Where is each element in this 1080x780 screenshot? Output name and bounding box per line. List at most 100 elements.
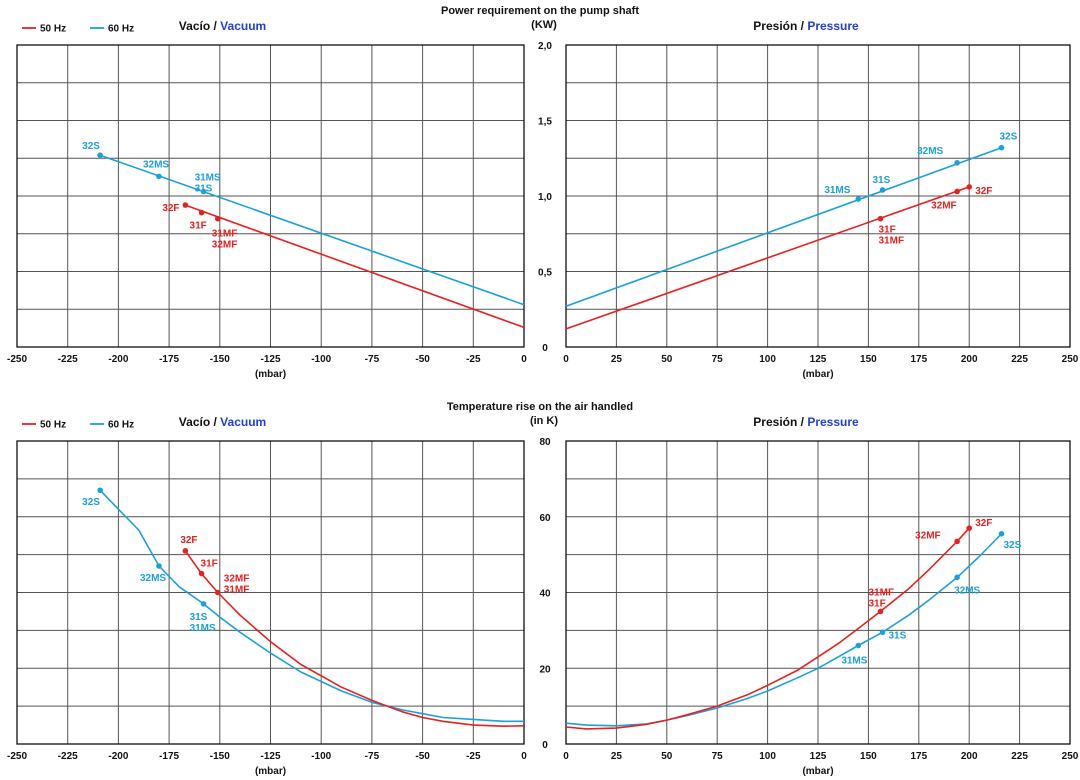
- point-label: 32MS: [954, 585, 980, 596]
- x-tick-label: 0: [521, 354, 527, 365]
- series-line-50hz: [185, 204, 525, 329]
- y-tick-label: 40: [539, 589, 551, 600]
- x-tick-label: -250: [7, 751, 27, 762]
- x-tick-label: 25: [611, 354, 623, 365]
- point-label: 31S: [190, 612, 208, 623]
- series-line-60hz: [565, 146, 1002, 307]
- point-label: 32S: [1003, 540, 1021, 551]
- chart-title: Temperature rise on the air handled: [447, 401, 633, 413]
- data-point: [200, 601, 207, 607]
- x-tick-label: -25: [466, 354, 481, 365]
- x-tick-label: 50: [661, 751, 673, 762]
- x-tick-label: -175: [159, 751, 179, 762]
- plot-frame: [16, 44, 525, 348]
- x-axis-label: (mbar): [802, 766, 833, 777]
- data-point: [877, 608, 884, 615]
- point-label: 31MS: [824, 185, 850, 196]
- x-tick-label: 0: [563, 751, 569, 762]
- x-tick-label: 200: [961, 751, 978, 762]
- point-label: 31MS: [190, 623, 216, 634]
- x-tick-label: -50: [415, 751, 430, 762]
- data-point: [214, 589, 221, 596]
- x-tick-label: 25: [611, 751, 623, 762]
- x-tick-label: -100: [311, 354, 331, 365]
- series-line-50hz: [565, 527, 970, 730]
- point-label: 31F: [868, 598, 885, 609]
- data-point: [855, 196, 862, 202]
- y-tick-label: 2,0: [538, 41, 552, 52]
- x-tick-label: 200: [961, 354, 978, 365]
- x-tick-label: -75: [365, 751, 380, 762]
- panel-title-es: Vacío: [179, 19, 210, 33]
- series-line-50hz: [565, 186, 970, 330]
- panel-title-sep: /: [797, 19, 807, 33]
- data-point: [200, 188, 207, 195]
- data-point: [998, 144, 1005, 151]
- point-label: 32MF: [212, 240, 238, 251]
- x-tick-label: 225: [1011, 354, 1028, 365]
- x-tick-label: -50: [415, 354, 430, 365]
- x-tick-label: -225: [58, 751, 78, 762]
- panel-title: Vacío / Vacuum: [179, 415, 266, 429]
- x-tick-label: 0: [563, 354, 569, 365]
- point-label: 32F: [975, 186, 992, 197]
- data-point: [954, 538, 960, 545]
- point-label: 31S: [873, 175, 891, 186]
- data-point: [954, 188, 960, 195]
- y-tick-label: 20: [539, 664, 551, 675]
- x-tick-label: 250: [1062, 354, 1079, 365]
- data-point: [998, 530, 1005, 537]
- panel-right: Presión / Pressure 0 25 50 75 100 125 150 175 200…: [563, 415, 1079, 777]
- data-point: [156, 563, 162, 569]
- x-tick-label: 175: [910, 354, 927, 365]
- chart-title: Power requirement on the pump shaft: [441, 5, 639, 17]
- data-point: [879, 629, 886, 636]
- data-point: [966, 184, 972, 190]
- panel-title: Presión / Pressure: [753, 19, 859, 33]
- point-label: 32MS: [140, 573, 166, 584]
- panel-title-sep: /: [210, 415, 220, 429]
- x-tick-label: 75: [712, 354, 724, 365]
- point-label: 31MF: [878, 236, 904, 247]
- x-tick-label: -250: [7, 354, 27, 365]
- x-tick-label: -150: [210, 354, 230, 365]
- point-label: 32F: [162, 203, 179, 214]
- x-tick-label: 125: [810, 751, 827, 762]
- panel-title-es: Vacío: [179, 415, 210, 429]
- panel-title-es: Presión: [753, 415, 797, 429]
- chart-1: Temperature rise on the air handled (in K…: [7, 401, 1079, 777]
- point-label: 32S: [82, 497, 100, 508]
- point-label: 31F: [201, 559, 218, 570]
- x-tick-label: -200: [108, 354, 128, 365]
- x-tick-label: -200: [108, 751, 128, 762]
- panel-title-en: Vacuum: [220, 415, 266, 429]
- x-tick-label: 150: [860, 354, 877, 365]
- x-tick-label: -100: [311, 751, 331, 762]
- series-line-60hz: [99, 154, 525, 306]
- point-label: 32MS: [143, 159, 169, 170]
- x-axis-label: (mbar): [255, 766, 286, 777]
- x-tick-label: -75: [365, 354, 380, 365]
- x-tick-label: -125: [260, 354, 280, 365]
- legend-label: 50 Hz: [40, 24, 66, 35]
- legend-label: 50 Hz: [40, 420, 66, 431]
- plot-frame: [565, 44, 1071, 348]
- data-point: [198, 209, 205, 216]
- point-label: 31MF: [868, 587, 894, 598]
- legend-label: 60 Hz: [108, 420, 134, 431]
- point-label: 31S: [889, 630, 907, 641]
- x-tick-label: 150: [860, 751, 877, 762]
- y-tick-label: 80: [539, 437, 551, 448]
- data-point: [954, 574, 960, 581]
- panel-title: Presión / Pressure: [753, 415, 859, 429]
- point-label: 31MF: [224, 585, 250, 596]
- point-label: 32F: [975, 518, 992, 529]
- x-tick-label: 0: [521, 751, 527, 762]
- x-tick-label: -225: [58, 354, 78, 365]
- x-tick-label: -125: [260, 751, 280, 762]
- point-label: 32MF: [224, 574, 250, 585]
- panel-left: Vacío / Vacuum-250 -225 -200 -175 -150 -125 -1…: [7, 415, 527, 777]
- series-line-50hz: [184, 550, 525, 728]
- x-tick-label: 225: [1011, 751, 1028, 762]
